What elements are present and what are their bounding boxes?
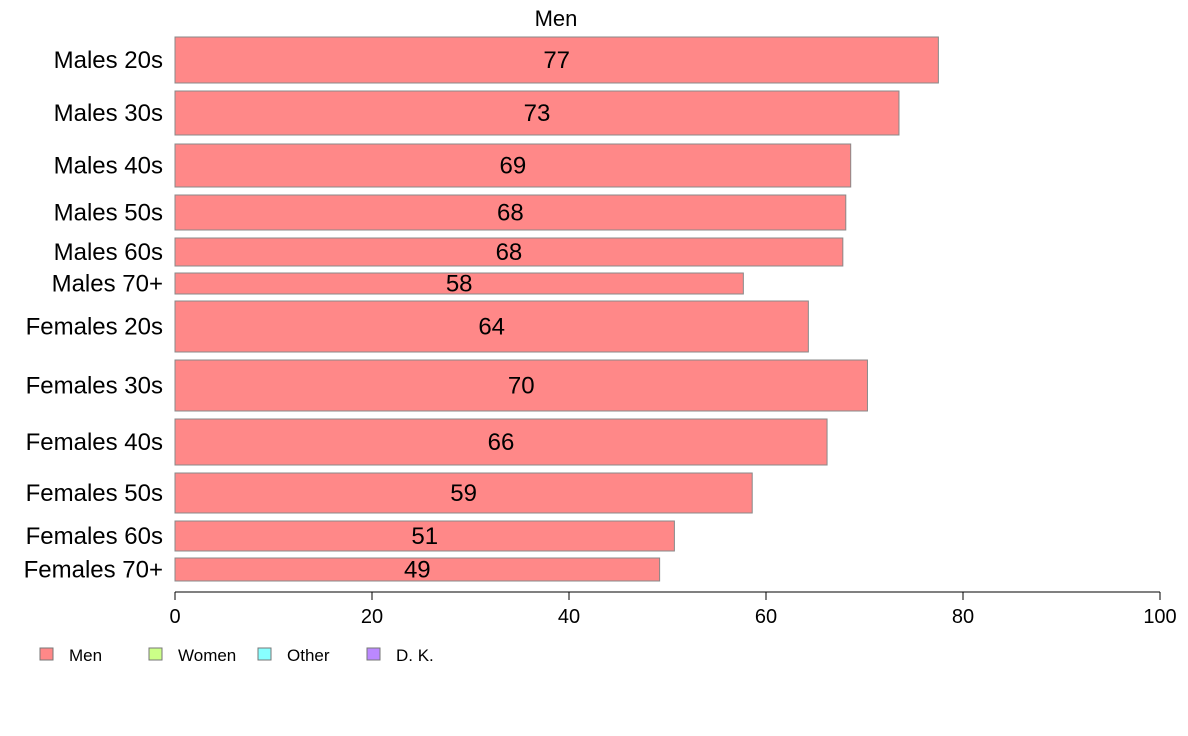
x-tick-label: 100	[1143, 606, 1176, 628]
value-label: 49	[404, 557, 431, 584]
value-label: 68	[496, 239, 523, 266]
x-tick-label: 80	[952, 606, 974, 628]
category-label: Females 60s	[26, 523, 163, 550]
x-axis: 0 20 40 60 80 100	[169, 591, 1177, 628]
x-tick-label: 40	[558, 606, 580, 628]
legend-swatch	[257, 647, 272, 661]
value-label: 69	[500, 153, 527, 180]
value-label: 70	[508, 373, 535, 400]
category-label: Females 50s	[26, 480, 163, 507]
legend-label: Women	[178, 646, 236, 665]
bar	[174, 300, 809, 353]
x-tick-label: 0	[169, 606, 180, 628]
value-label: 77	[543, 47, 570, 74]
legend-swatch	[39, 647, 54, 661]
legend: Men Women Other D. K.	[39, 646, 434, 665]
category-label: Females 20s	[26, 314, 163, 341]
category-label: Males 40s	[54, 153, 163, 180]
legend-label: Other	[287, 646, 330, 665]
bar	[174, 472, 753, 514]
value-label: 51	[411, 523, 438, 550]
bar	[174, 272, 744, 295]
value-label: 64	[478, 314, 505, 341]
bar	[174, 194, 847, 231]
bar	[174, 36, 939, 84]
value-label: 66	[488, 429, 515, 456]
category-label: Males 30s	[54, 100, 163, 127]
value-label: 59	[450, 480, 477, 507]
legend-label: D. K.	[396, 646, 434, 665]
legend-swatch	[366, 647, 381, 661]
bars-group: Males 20s 77 Males 30s 73 Males 40s 69 Males 5…	[24, 36, 939, 584]
bar	[174, 418, 828, 466]
value-label: 73	[524, 100, 551, 127]
category-label: Males 50s	[54, 200, 163, 227]
bar	[174, 557, 661, 582]
category-label: Females 70+	[24, 557, 163, 584]
category-label: Females 40s	[26, 429, 163, 456]
legend-swatch	[148, 647, 163, 661]
category-label: Males 70+	[52, 271, 163, 298]
bar	[174, 520, 675, 552]
bar	[174, 359, 868, 412]
chart-title: Men	[535, 6, 578, 31]
category-label: Females 30s	[26, 373, 163, 400]
category-label: Males 20s	[54, 47, 163, 74]
value-label: 68	[497, 200, 524, 227]
bar	[174, 90, 900, 136]
category-label: Males 60s	[54, 239, 163, 266]
x-tick-label: 60	[755, 606, 777, 628]
bar	[174, 237, 844, 267]
legend-label: Men	[69, 646, 102, 665]
bar	[174, 143, 852, 188]
value-label: 58	[446, 271, 473, 298]
x-tick-label: 20	[361, 606, 383, 628]
